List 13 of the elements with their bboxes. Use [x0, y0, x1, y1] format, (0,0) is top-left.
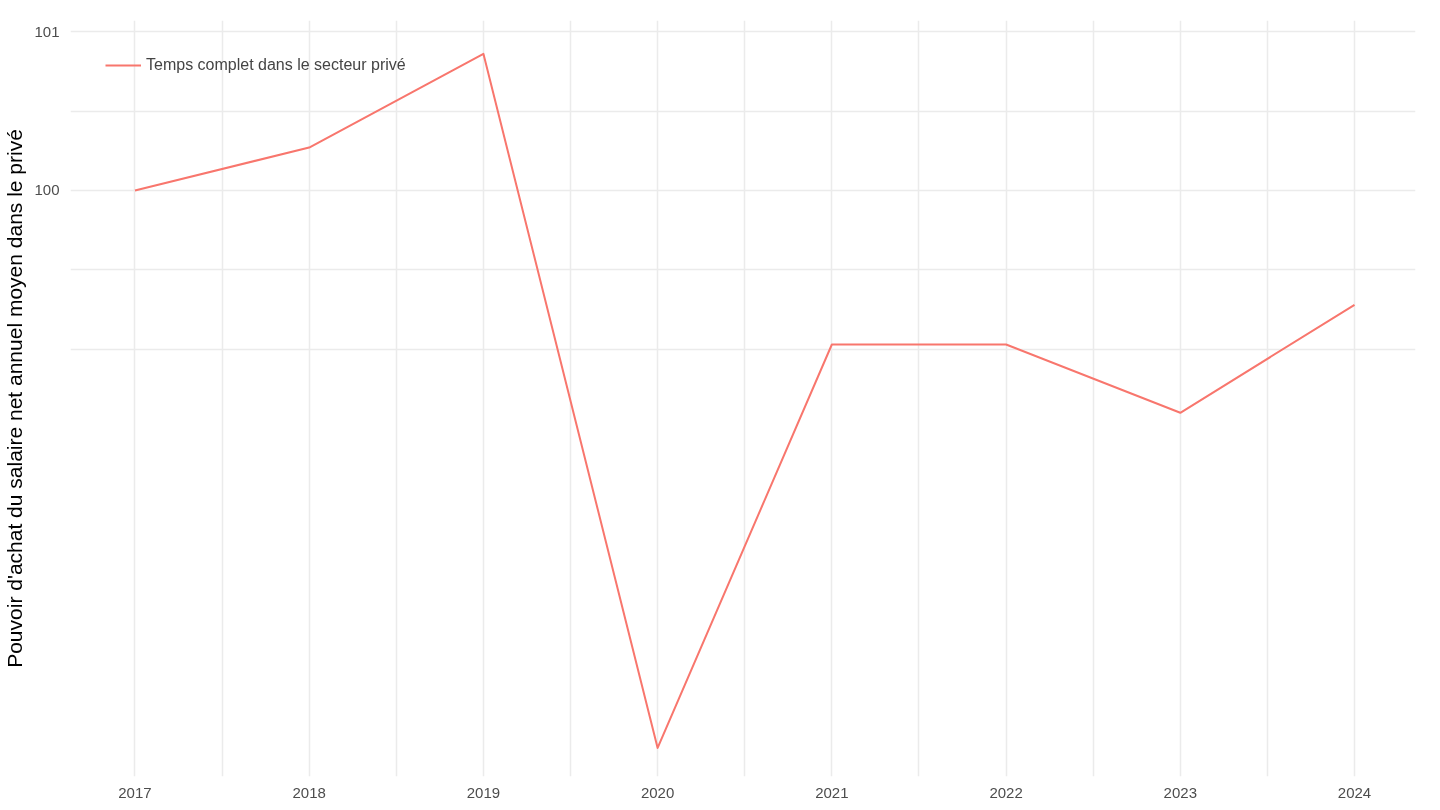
- x-tick-label: 2017: [118, 783, 152, 801]
- x-tick-label: 2019: [466, 783, 501, 801]
- y-tick-label: 101: [34, 22, 60, 40]
- x-tick-label: 2024: [1337, 783, 1372, 801]
- x-tick-label: 2020: [640, 783, 675, 801]
- x-tick-label: 2023: [1163, 783, 1197, 801]
- x-tick-label: 2021: [815, 783, 849, 801]
- y-tick-label: 100: [34, 181, 60, 199]
- x-tick-label: 2018: [292, 783, 326, 801]
- x-tick-label: 2022: [989, 783, 1023, 801]
- line-series: [133, 52, 1356, 749]
- y-axis-title: Pouvoir d'achat du salaire net annuel moyen dans le privé: [3, 129, 27, 668]
- legend-label: Temps complet dans le secteur privé: [146, 56, 406, 74]
